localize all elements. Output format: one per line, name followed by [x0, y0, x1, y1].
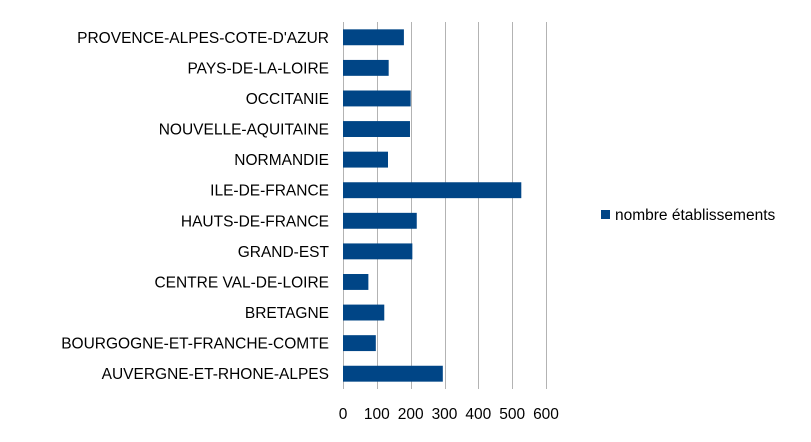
legend-label: nombre établissements [615, 207, 775, 224]
category-label: GRAND-EST [238, 244, 330, 261]
bar [343, 365, 443, 382]
bar [343, 335, 376, 352]
x-tick-label: 100 [364, 406, 390, 423]
x-tick-label: 400 [465, 406, 491, 423]
x-tick-label: 600 [533, 406, 559, 423]
legend: nombre établissements [601, 207, 775, 224]
bar [343, 90, 411, 107]
bar [343, 29, 404, 46]
x-tick-labels: 0 100 200 300 400 500 600 [339, 406, 560, 423]
x-tick-label: 300 [432, 406, 458, 423]
category-label: ILE-DE-FRANCE [210, 183, 329, 200]
category-label: PAYS-DE-LA-LOIRE [187, 60, 329, 77]
category-label: NORMANDIE [234, 152, 329, 169]
x-tick-label: 0 [339, 406, 348, 423]
bar [343, 212, 417, 229]
category-label: BRETAGNE [245, 305, 329, 322]
gridlines [343, 22, 547, 389]
bar [343, 121, 410, 137]
category-labels: PROVENCE-ALPES-COTE-D'AZUR PAYS-DE-LA-LOI… [61, 30, 329, 383]
bar [343, 59, 389, 76]
category-label: NOUVELLE-AQUITAINE [159, 122, 329, 139]
bar [343, 151, 388, 168]
category-label: PROVENCE-ALPES-COTE-D'AZUR [77, 30, 329, 47]
x-tick-label: 200 [398, 406, 424, 423]
category-label: BOURGOGNE-ET-FRANCHE-COMTE [61, 336, 329, 353]
bar [343, 304, 385, 321]
bar [343, 182, 522, 199]
category-label: AUVERGNE-ET-RHONE-ALPES [102, 366, 329, 383]
category-label: OCCITANIE [246, 91, 329, 108]
x-tick-label: 500 [499, 406, 525, 423]
category-label: HAUTS-DE-FRANCE [181, 213, 329, 230]
category-label: CENTRE VAL-DE-LOIRE [154, 274, 329, 291]
bar [343, 274, 369, 290]
legend-swatch [601, 210, 610, 219]
bar [343, 243, 413, 260]
bars [343, 29, 522, 382]
